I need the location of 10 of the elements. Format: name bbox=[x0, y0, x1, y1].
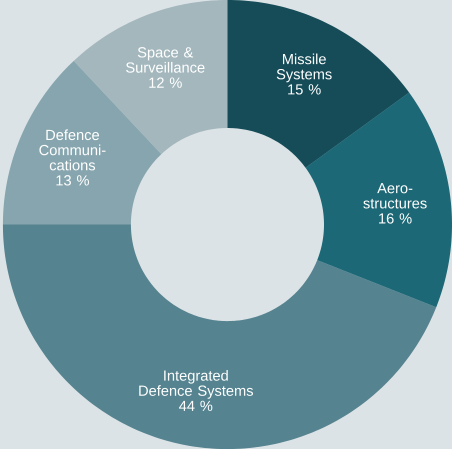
data-label: 12 % bbox=[149, 77, 182, 88]
slice-label: Aero-structures bbox=[363, 183, 427, 208]
slice-label: Defence Communi-cations bbox=[39, 129, 106, 170]
slice-label: Integrated Defence Systems bbox=[139, 370, 254, 399]
data-label: 44 % bbox=[179, 400, 212, 411]
data-label: 16 % bbox=[379, 213, 412, 224]
data-label: 15 % bbox=[288, 84, 321, 95]
data-label: 13 % bbox=[56, 175, 89, 186]
slice-label: Missile Systems bbox=[276, 53, 332, 82]
slice-label: Space & Surveillance bbox=[126, 47, 204, 73]
